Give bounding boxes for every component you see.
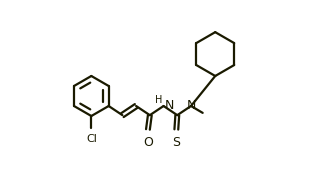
Text: N: N xyxy=(186,99,196,112)
Text: N: N xyxy=(164,99,174,112)
Text: H: H xyxy=(155,95,162,105)
Text: Cl: Cl xyxy=(86,134,97,144)
Text: O: O xyxy=(143,136,153,149)
Text: S: S xyxy=(172,136,180,149)
